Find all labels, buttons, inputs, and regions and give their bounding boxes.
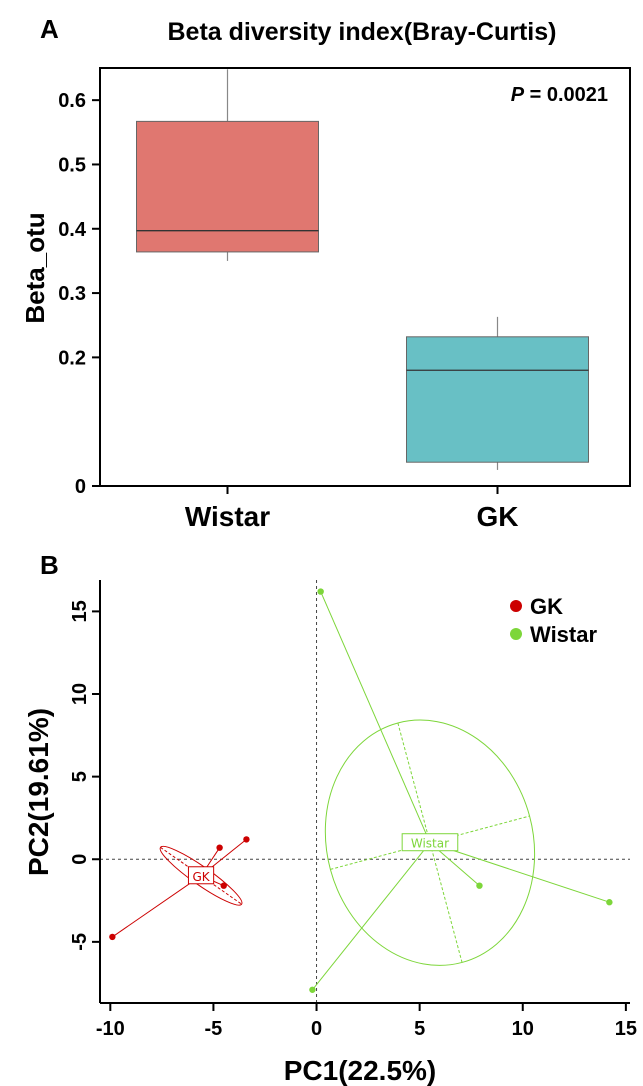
point-gk bbox=[216, 844, 223, 851]
x-tick-label: GK bbox=[477, 501, 519, 532]
centroid-label-wistar: Wistar bbox=[401, 833, 459, 852]
point-gk bbox=[109, 933, 116, 941]
centroid-label-text: GK bbox=[192, 870, 210, 884]
x-axis-label-b: PC1(22.5%) bbox=[284, 1055, 437, 1086]
spoke-wistar bbox=[312, 842, 431, 991]
y-tick-label: 0 bbox=[75, 476, 86, 498]
x-axis-a: Wistar GK bbox=[185, 486, 519, 532]
p-value-annotation: P = 0.0021 bbox=[511, 84, 608, 106]
spoke-wistar bbox=[429, 842, 610, 903]
y-tick-label: -5 bbox=[69, 933, 91, 951]
ellipse-axis-gk bbox=[160, 846, 242, 905]
y-tick-label: 0.2 bbox=[58, 347, 86, 369]
point-gk bbox=[220, 882, 227, 889]
y-tick-label: 10 bbox=[69, 683, 91, 705]
y-tick-label: 15 bbox=[69, 600, 91, 622]
point-wistar bbox=[317, 588, 324, 595]
centroid-label-gk: GK bbox=[187, 866, 215, 885]
centroid-label-box bbox=[187, 866, 215, 885]
y-tick-label: 0.3 bbox=[58, 283, 86, 305]
pcoa-axes: -10 -5 0 5 10 15 -5 0 5 10 15 bbox=[69, 580, 637, 1040]
point-wistar bbox=[606, 899, 613, 906]
plot-area-a bbox=[99, 67, 631, 487]
legend: GK Wistar bbox=[510, 594, 597, 647]
boxplot-panel: A Beta diversity index(Bray-Curtis) P = … bbox=[20, 14, 631, 532]
x-tick-label: 0 bbox=[311, 1018, 322, 1040]
y-tick-label: 5 bbox=[69, 771, 91, 782]
point-wistar bbox=[309, 986, 316, 993]
panel-label-b: B bbox=[40, 550, 59, 580]
point-gk bbox=[243, 836, 250, 843]
point-wistar bbox=[476, 882, 483, 889]
y-tick-label: 0.6 bbox=[58, 90, 86, 112]
legend-marker-wistar bbox=[510, 628, 522, 640]
x-tick-label: 5 bbox=[414, 1018, 425, 1040]
y-axis-a: 0 0.2 0.3 0.4 0.5 0.6 bbox=[58, 90, 100, 498]
y-axis-label-a: Beta_otu bbox=[20, 212, 50, 323]
centroid-label-text: Wistar bbox=[411, 837, 449, 851]
spoke-gk bbox=[112, 875, 202, 938]
x-tick-label: -10 bbox=[96, 1018, 125, 1040]
boxes bbox=[136, 69, 589, 470]
centroid-label-box bbox=[401, 833, 459, 852]
legend-marker-gk bbox=[510, 600, 522, 612]
pcoa-plot-area: GK Wistar bbox=[100, 580, 630, 1003]
legend-label-gk: GK bbox=[530, 594, 563, 619]
x-tick-label: -5 bbox=[205, 1018, 223, 1040]
pcoa-panel: B GK Wistar -10 -5 0 5 10 15 -5 0 5 10 15 PC1(22.5%… bbox=[23, 550, 637, 1086]
ellipse-axis-wistar bbox=[397, 722, 463, 963]
y-axis-label-b: PC2(19.61%) bbox=[23, 708, 54, 876]
box-wistar bbox=[136, 120, 319, 253]
y-tick-label: 0.5 bbox=[58, 154, 86, 176]
chart-title: Beta diversity index(Bray-Curtis) bbox=[167, 18, 556, 46]
spoke-wistar bbox=[320, 591, 431, 843]
legend-label-wistar: Wistar bbox=[530, 622, 597, 647]
x-tick-label: 10 bbox=[512, 1018, 534, 1040]
ellipse-axis-wistar bbox=[330, 815, 530, 870]
y-tick-label: 0 bbox=[69, 854, 91, 865]
x-tick-label: Wistar bbox=[185, 501, 270, 532]
x-tick-label: 15 bbox=[615, 1018, 637, 1040]
box-gk bbox=[406, 336, 589, 463]
panel-label-a: A bbox=[40, 14, 59, 44]
y-tick-label: 0.4 bbox=[58, 219, 87, 241]
